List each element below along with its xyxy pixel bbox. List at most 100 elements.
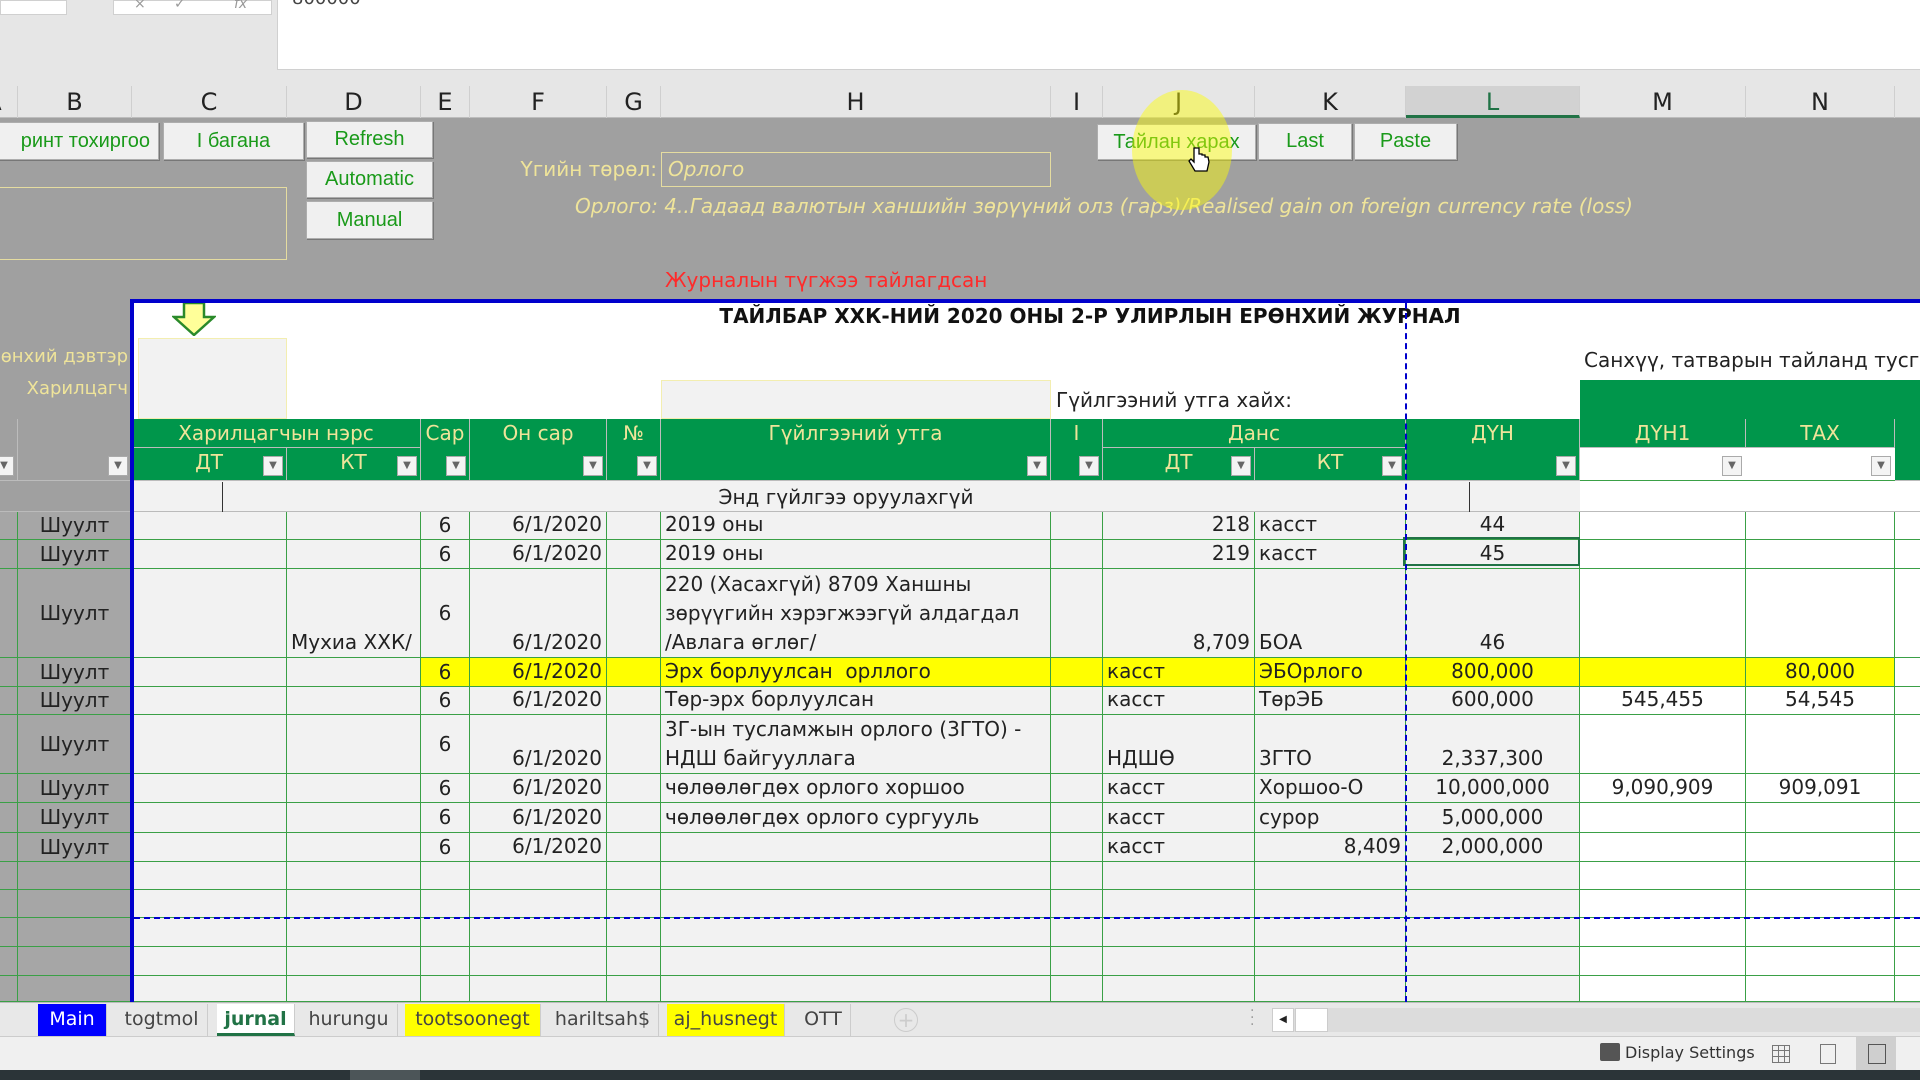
empty-cell[interactable] (1580, 862, 1746, 890)
cell-b[interactable]: Шуулт (18, 833, 132, 862)
empty-cell[interactable] (607, 976, 661, 1002)
empty-cell[interactable] (287, 658, 421, 687)
empty-cell[interactable] (1895, 774, 1920, 803)
filter-dropdown-b-icon[interactable]: ▼ (108, 456, 128, 476)
empty-cell[interactable] (0, 976, 18, 1002)
cell-j[interactable]: 218 (1103, 512, 1255, 540)
tab-tootsoonegt[interactable]: tootsoonegt (405, 1004, 541, 1036)
empty-cell[interactable] (0, 715, 18, 774)
empty-cell[interactable] (607, 862, 661, 890)
filter-dropdown-d-icon[interactable]: ▼ (397, 456, 417, 476)
empty-cell[interactable] (421, 890, 470, 918)
empty-cell[interactable] (0, 774, 18, 803)
empty-cell[interactable] (1255, 890, 1406, 918)
empty-cell[interactable] (1103, 976, 1255, 1002)
empty-cell[interactable] (132, 569, 287, 658)
empty-cell[interactable] (1406, 976, 1580, 1002)
empty-cell[interactable] (1051, 803, 1103, 833)
scroll-left-icon[interactable]: ◀ (1272, 1008, 1294, 1032)
cell-e[interactable]: 6 (421, 569, 470, 658)
column-header-g[interactable]: G (607, 86, 661, 118)
empty-cell[interactable] (421, 918, 470, 947)
cell-k[interactable]: 8,409 (1255, 833, 1406, 862)
cell-e[interactable]: 6 (421, 833, 470, 862)
cell-f[interactable]: 6/1/2020 (470, 569, 607, 658)
empty-cell[interactable] (1406, 947, 1580, 976)
cell-j[interactable]: касст (1103, 658, 1255, 687)
automatic-button[interactable]: Automatic (306, 161, 433, 198)
worksheet[interactable]: ТАЙЛБАР ХХК-НИЙ 2020 ОНЫ 2-Р УЛИРЛЫН ЕРӨ… (0, 118, 1920, 1002)
cell-j[interactable]: 8,709 (1103, 569, 1255, 658)
empty-cell[interactable] (1580, 540, 1746, 569)
column-header-k[interactable]: K (1255, 86, 1406, 118)
filter-dropdown-f-icon[interactable]: ▼ (583, 456, 603, 476)
empty-cell[interactable] (0, 687, 18, 715)
column-header-m[interactable]: M (1580, 86, 1746, 118)
add-sheet-icon[interactable]: + (894, 1008, 918, 1032)
cell-e[interactable]: 6 (421, 715, 470, 774)
cell-b[interactable]: Шуулт (18, 715, 132, 774)
text-box[interactable] (0, 187, 287, 260)
cell-n[interactable]: 80,000 (1746, 658, 1895, 687)
page-break-view-icon[interactable] (1856, 1037, 1896, 1071)
cell-e[interactable]: 6 (421, 687, 470, 715)
empty-cell[interactable] (287, 890, 421, 918)
tab-jurnal[interactable]: jurnal (217, 1004, 295, 1036)
column-header-a[interactable]: A (0, 86, 18, 118)
empty-cell[interactable] (1746, 803, 1895, 833)
empty-cell[interactable] (1051, 918, 1103, 947)
empty-cell[interactable] (1895, 976, 1920, 1002)
cell-l[interactable]: 600,000 (1406, 687, 1580, 715)
empty-cell[interactable] (1746, 890, 1895, 918)
cell-k[interactable]: БОА (1255, 569, 1406, 658)
empty-cell[interactable] (1580, 715, 1746, 774)
empty-cell[interactable] (607, 540, 661, 569)
cell-l[interactable]: 2,337,300 (1406, 715, 1580, 774)
empty-cell[interactable] (607, 918, 661, 947)
empty-cell[interactable] (1895, 658, 1920, 687)
empty-cell[interactable] (1255, 976, 1406, 1002)
empty-cell[interactable] (1746, 976, 1895, 1002)
cell-b[interactable]: Шуулт (18, 569, 132, 658)
column-header-e[interactable]: E (421, 86, 470, 118)
column-header-h[interactable]: H (661, 86, 1051, 118)
empty-cell[interactable] (1051, 833, 1103, 862)
empty-cell[interactable] (1746, 918, 1895, 947)
empty-cell[interactable] (661, 918, 1051, 947)
empty-cell[interactable] (661, 862, 1051, 890)
empty-cell[interactable] (607, 687, 661, 715)
cell-l[interactable]: 44 (1406, 512, 1580, 540)
tab-hariltsah[interactable]: hariltsah$ (547, 1004, 659, 1036)
empty-cell[interactable] (1895, 569, 1920, 658)
empty-cell[interactable] (18, 890, 132, 918)
fx-icon[interactable]: fx (234, 0, 248, 12)
print-settings-button[interactable]: ринт тохиргоо (0, 122, 159, 160)
cell-h[interactable]: 3Г-ын тусламжын орлого (3ГТО) - НДШ байг… (661, 715, 1051, 774)
empty-cell[interactable] (1895, 540, 1920, 569)
empty-cell[interactable] (1051, 715, 1103, 774)
cell-h[interactable]: 2019 оны (661, 540, 1051, 569)
cell-b[interactable]: Шуулт (18, 540, 132, 569)
cell-k[interactable]: касст (1255, 540, 1406, 569)
empty-cell[interactable] (607, 833, 661, 862)
empty-cell[interactable] (1746, 715, 1895, 774)
cell-f[interactable]: 6/1/2020 (470, 715, 607, 774)
empty-cell[interactable] (1746, 862, 1895, 890)
empty-cell[interactable] (1051, 540, 1103, 569)
tab-ott[interactable]: OTT (796, 1004, 851, 1036)
cell-f[interactable]: 6/1/2020 (470, 512, 607, 540)
filter-dropdown-k-icon[interactable]: ▼ (1382, 456, 1402, 476)
empty-cell[interactable] (1051, 512, 1103, 540)
empty-cell[interactable] (1746, 512, 1895, 540)
empty-cell[interactable] (607, 803, 661, 833)
tab-aj_husnegt[interactable]: aj_husnegt (667, 1004, 785, 1036)
empty-cell[interactable] (607, 512, 661, 540)
empty-cell[interactable] (470, 976, 607, 1002)
filter-dropdown-j-icon[interactable]: ▼ (1231, 456, 1251, 476)
empty-cell[interactable] (661, 947, 1051, 976)
tab-main[interactable]: Main (38, 1004, 107, 1036)
cell-d[interactable]: Мухиа ХХК/ (287, 569, 421, 658)
formula-input[interactable]: 800000 (277, 0, 1920, 70)
empty-cell[interactable] (661, 890, 1051, 918)
cell-b[interactable]: Шуулт (18, 658, 132, 687)
